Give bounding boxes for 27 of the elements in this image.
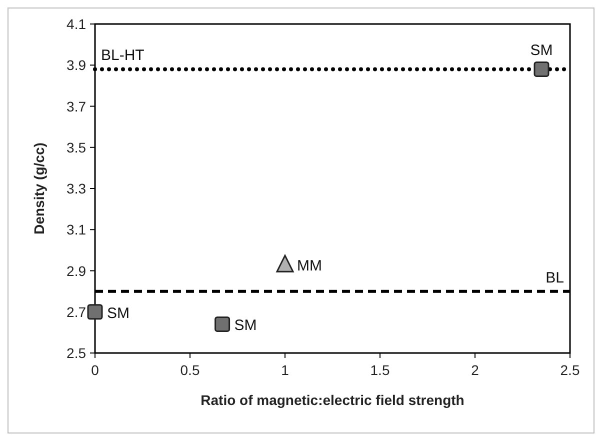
- ref-line-label: BL-HT: [101, 47, 144, 64]
- annotation: SM: [234, 317, 257, 334]
- y-tick-label: 3.7: [66, 98, 86, 114]
- x-tick-label: 2: [471, 362, 480, 378]
- y-tick-label: 2.7: [66, 304, 86, 320]
- y-tick-label: 4.1: [66, 16, 86, 32]
- point: [534, 61, 550, 77]
- annotation: MM: [297, 258, 322, 275]
- ref-line-label: BL: [546, 269, 564, 286]
- x-tick-label: 0: [91, 362, 100, 378]
- y-axis-title: Density (g/cc): [31, 142, 47, 234]
- point: [214, 316, 230, 332]
- y-tick-label: 3.5: [66, 139, 86, 156]
- y-tick-label: 3.9: [66, 57, 86, 74]
- annotation: SM: [530, 42, 553, 60]
- x-tick-label: 0.5: [180, 362, 200, 378]
- point: [87, 304, 103, 320]
- x-tick-label: 1.5: [370, 362, 390, 378]
- x-axis-title: Ratio of magnetic:electric field strength: [200, 392, 464, 408]
- annotation: SM: [107, 304, 130, 322]
- y-tick-label: 3.1: [66, 222, 86, 238]
- y-tick-label: 2.9: [66, 262, 86, 279]
- y-tick-label: 2.5: [66, 345, 86, 361]
- x-tick-label: 2.5: [560, 362, 580, 378]
- point: [276, 254, 294, 272]
- x-tick-label: 1: [281, 362, 290, 378]
- y-tick-label: 3.3: [66, 180, 86, 196]
